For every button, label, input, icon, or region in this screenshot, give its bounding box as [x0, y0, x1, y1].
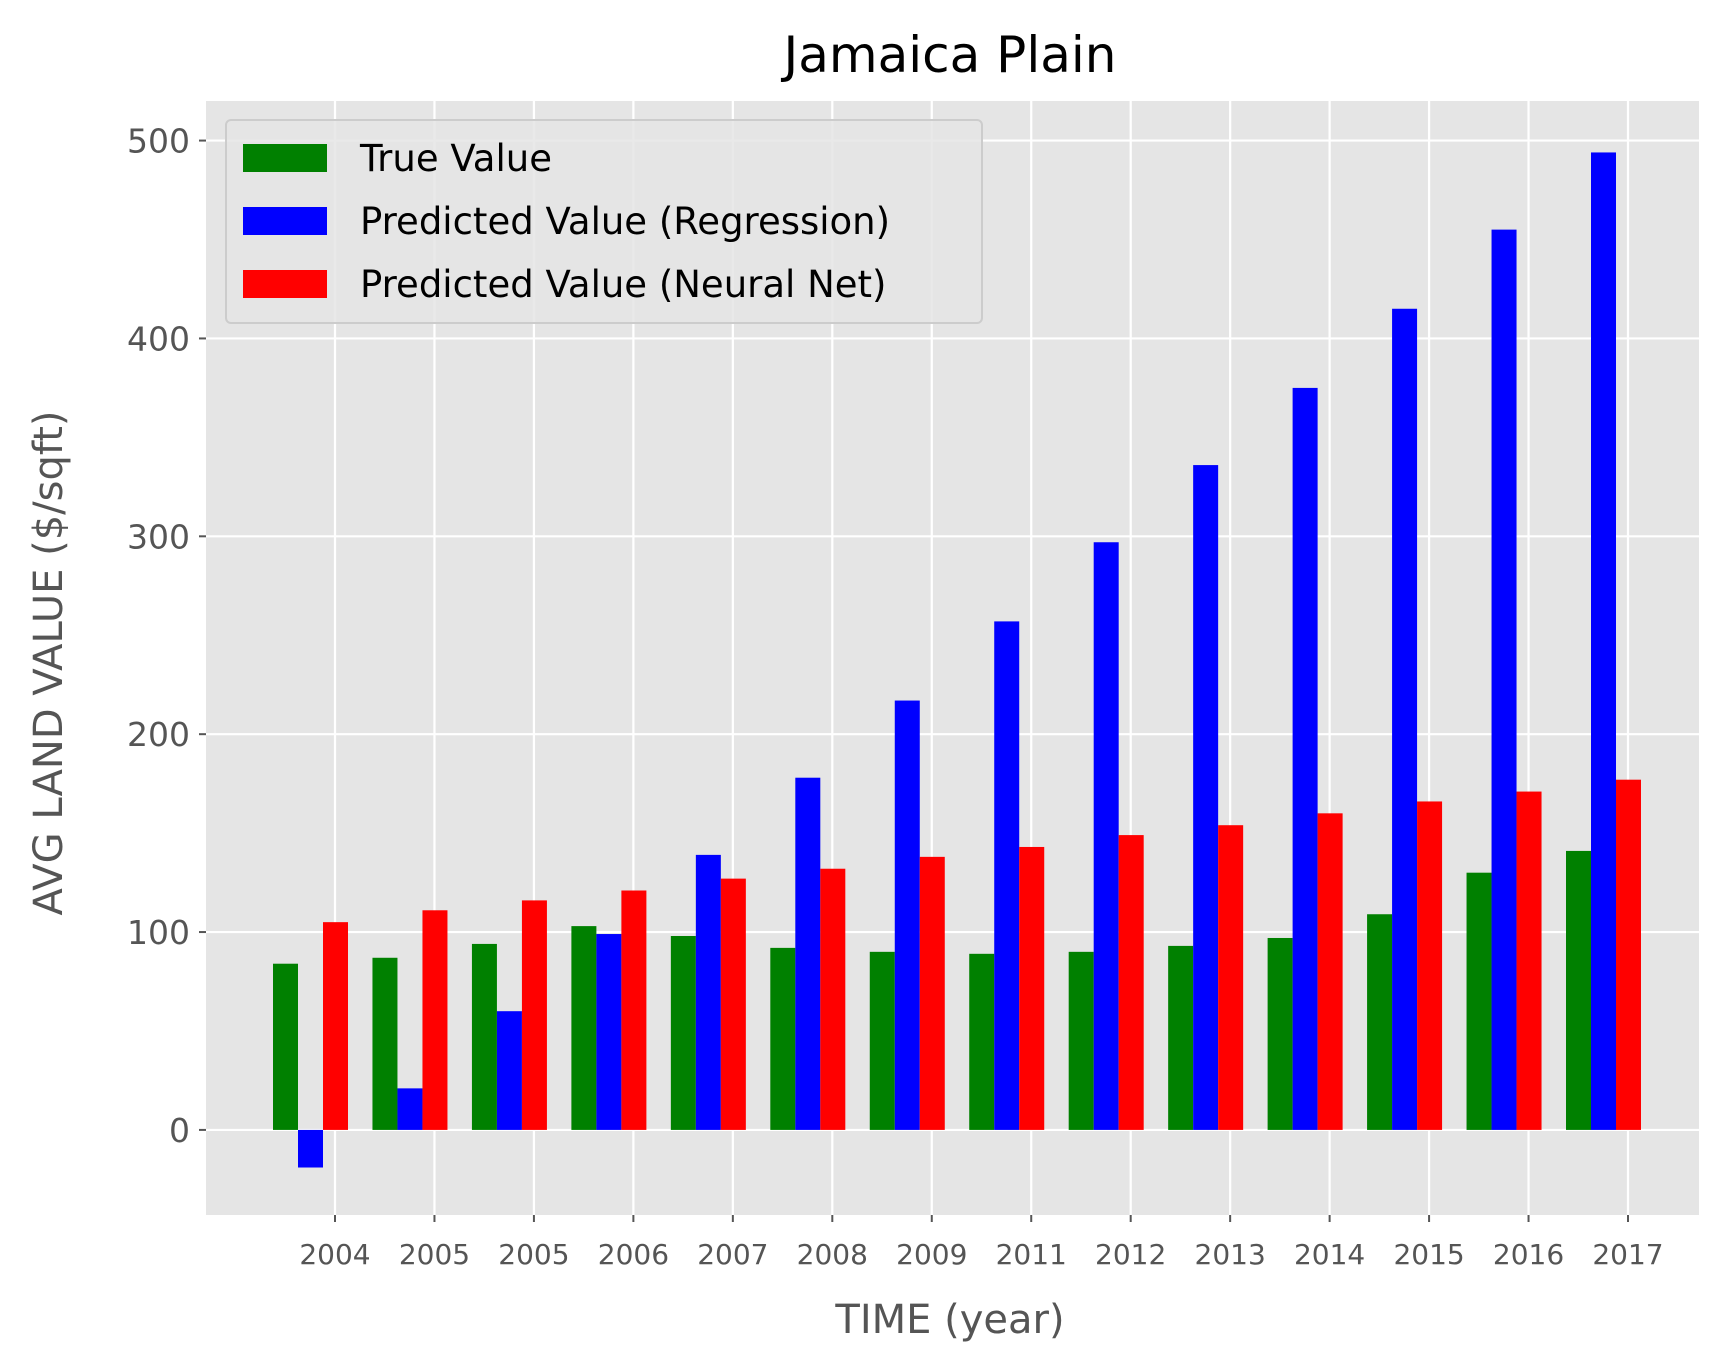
legend-label: Predicted Value (Regression) [360, 200, 890, 243]
y-tick-label: 400 [127, 319, 190, 358]
bar-true-value [770, 947, 796, 1130]
bar-predicted-value-neural-net [720, 878, 746, 1130]
legend-swatch [243, 144, 327, 172]
bar-predicted-value-neural-net [1516, 791, 1542, 1130]
y-axis: 0 100 200 300 400 500 [127, 122, 206, 1150]
x-tick-label: 2008 [797, 1238, 868, 1271]
x-axis: 2004 2005 2005 2006 2007 2008 2009 2011 2012 2013… [299, 1215, 1664, 1271]
bar-predicted-value-regression [1193, 465, 1219, 1130]
bar-true-value [969, 953, 995, 1130]
bar-predicted-value-neural-net [1218, 825, 1244, 1130]
x-tick-label: 2005 [498, 1238, 569, 1271]
bar-true-value [571, 926, 597, 1130]
bar-predicted-value-neural-net [820, 868, 846, 1130]
bar-predicted-value-neural-net [1616, 779, 1641, 1130]
chart-title: Jamaica Plain [781, 26, 1117, 84]
bar-true-value [1267, 937, 1293, 1130]
bar-predicted-value-regression [994, 621, 1020, 1130]
bar-true-value [869, 951, 895, 1130]
x-tick-label: 2011 [996, 1238, 1067, 1271]
bar-predicted-value-neural-net [919, 856, 945, 1130]
bar-true-value [1367, 914, 1393, 1130]
bar-true-value [1068, 951, 1094, 1130]
x-tick-label: 2013 [1195, 1238, 1266, 1271]
bar-predicted-value-neural-net [1118, 835, 1144, 1130]
bar-predicted-value-regression [1491, 229, 1517, 1130]
bar-predicted-value-regression [1093, 542, 1119, 1130]
y-tick-label: 0 [169, 1111, 190, 1150]
x-tick-label: 2005 [399, 1238, 470, 1271]
bar-true-value [273, 963, 298, 1130]
x-axis-title: TIME (year) [834, 1297, 1064, 1343]
legend-label: Predicted Value (Neural Net) [360, 263, 886, 306]
x-tick-label: 2012 [1095, 1238, 1166, 1271]
x-tick-label: 2009 [896, 1238, 967, 1271]
bar-predicted-value-neural-net [621, 890, 647, 1130]
bar-predicted-value-neural-net [1019, 846, 1045, 1130]
bars [273, 152, 1641, 1168]
y-tick-label: 300 [127, 517, 190, 556]
legend-label: True Value [359, 137, 552, 180]
bar-true-value [372, 957, 398, 1130]
bar-true-value [1566, 850, 1591, 1130]
legend: True Value Predicted Value (Regression) Pr… [225, 119, 983, 324]
bar-predicted-value-neural-net [521, 900, 547, 1130]
x-tick-label: 2017 [1592, 1238, 1663, 1271]
bar-true-value [471, 943, 497, 1130]
bar-predicted-value-regression [894, 700, 920, 1130]
y-tick-label: 200 [127, 715, 190, 754]
legend-box [225, 119, 983, 324]
bar-predicted-value-regression [298, 1129, 323, 1168]
y-tick-label: 100 [127, 913, 190, 952]
x-tick-label: 2004 [299, 1238, 370, 1271]
bar-true-value [1466, 872, 1492, 1130]
legend-swatch [243, 207, 327, 235]
bar-true-value [1168, 945, 1194, 1130]
bar-predicted-value-regression [496, 1011, 522, 1130]
bar-predicted-value-regression [1292, 387, 1318, 1130]
bar-predicted-value-regression [596, 934, 622, 1130]
y-axis-title: AVG LAND VALUE ($/sqft) [26, 410, 72, 915]
bar-predicted-value-neural-net [1317, 813, 1343, 1130]
bar-predicted-value-neural-net [422, 910, 448, 1130]
legend-swatch [243, 270, 327, 298]
y-tick-label: 500 [127, 122, 190, 161]
x-tick-label: 2016 [1493, 1238, 1564, 1271]
bar-predicted-value-regression [1392, 308, 1418, 1130]
x-tick-label: 2015 [1393, 1238, 1464, 1271]
bar-predicted-value-neural-net [1417, 801, 1443, 1130]
bar-predicted-value-regression [695, 854, 721, 1130]
x-tick-label: 2006 [598, 1238, 669, 1271]
x-tick-label: 2007 [697, 1238, 768, 1271]
bar-predicted-value-regression [1591, 152, 1616, 1130]
bar-true-value [670, 936, 696, 1130]
bar-predicted-value-regression [795, 777, 821, 1130]
bar-predicted-value-regression [397, 1088, 423, 1130]
x-tick-label: 2014 [1294, 1238, 1365, 1271]
bar-predicted-value-neural-net [323, 922, 348, 1130]
